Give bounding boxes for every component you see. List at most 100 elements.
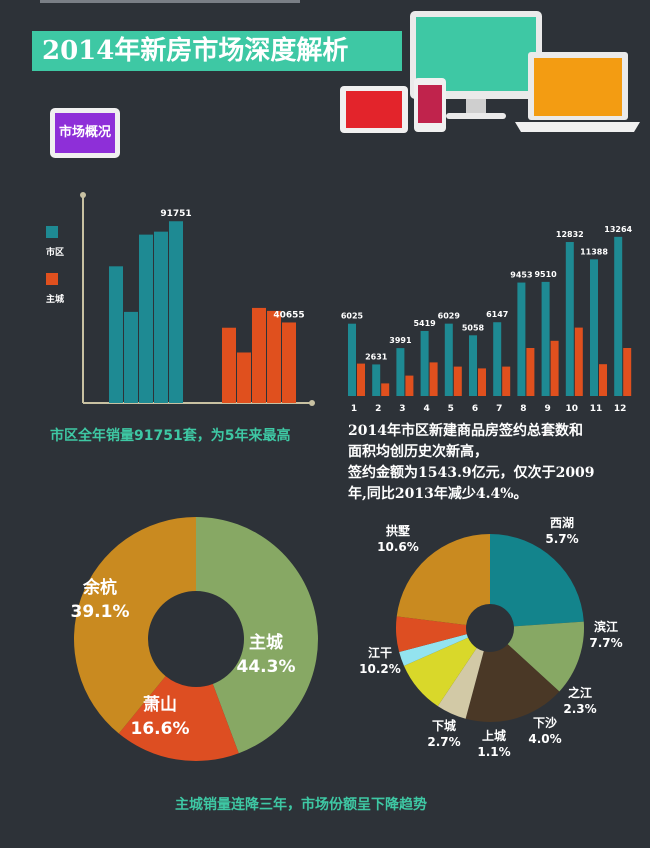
data-label: 12832 xyxy=(556,230,584,239)
monthly-bar-city xyxy=(420,330,429,396)
slice-label: 下沙 xyxy=(533,716,557,730)
monthly-bar-city xyxy=(372,364,381,396)
annual-bar xyxy=(109,266,123,403)
top-divider xyxy=(40,0,300,3)
monthly-bar-city xyxy=(444,323,453,396)
tick-label: 1 xyxy=(351,404,357,414)
slice-label: 下城 xyxy=(432,718,456,733)
annual-bar xyxy=(154,231,168,403)
caption-share: 主城销量连降三年，市场份额呈下降趋势 xyxy=(175,797,427,813)
annual-bar xyxy=(139,234,153,403)
monthly-bar-main xyxy=(502,366,511,396)
data-label: 40655 xyxy=(273,310,304,320)
annual-bar xyxy=(222,327,236,403)
tick-label: 4 xyxy=(423,404,429,414)
slice-label: 主城 xyxy=(249,632,283,653)
data-label: 6029 xyxy=(438,312,461,321)
monthly-bar-city xyxy=(493,322,502,396)
pie-slice xyxy=(437,647,484,719)
slice-label: 西湖 xyxy=(550,515,574,530)
slice-value: 10.2% xyxy=(359,662,401,676)
monthly-bar-city xyxy=(565,242,574,396)
tick-label: 8 xyxy=(520,404,526,414)
data-label: 2631 xyxy=(365,352,388,361)
tick-label: 2 xyxy=(375,404,381,414)
pie-slice xyxy=(396,616,467,653)
data-label: 3991 xyxy=(389,336,412,345)
monthly-bar-main xyxy=(405,375,414,396)
annual-bar xyxy=(282,322,296,403)
monthly-bar-city xyxy=(348,323,356,396)
monthly-bar-main xyxy=(381,383,390,396)
slice-value: 2.7% xyxy=(427,735,460,749)
pie-slice xyxy=(399,634,469,666)
caption-line: 2014年市区新建商品房签约总套数和 xyxy=(348,423,583,439)
pie-slice xyxy=(196,517,318,754)
tick-label: 12 xyxy=(614,404,627,414)
tick-label: 9 xyxy=(544,404,550,414)
legend-swatch-city xyxy=(46,226,58,238)
slice-value: 4.0% xyxy=(528,732,561,746)
data-label: 6025 xyxy=(341,312,364,321)
monthly-bar-main xyxy=(550,340,559,396)
monthly-bar-city xyxy=(396,348,405,396)
slice-value: 1.1% xyxy=(477,745,510,759)
data-label: 91751 xyxy=(160,209,191,219)
market-overview-badge: 市场概况 xyxy=(50,108,120,158)
slice-label: 余杭 xyxy=(82,577,117,598)
slice-value: 7.7% xyxy=(589,636,622,650)
data-label: 9453 xyxy=(510,271,532,280)
caption-monthly: 2014年市区新建商品房签约总套数和 面积均创历史次新高， 签约金额为1543.… xyxy=(348,421,648,505)
slice-label: 之江 xyxy=(568,685,592,700)
data-label: 9510 xyxy=(534,270,557,279)
pie-slice xyxy=(403,637,477,707)
tick-label: 10 xyxy=(566,404,579,414)
tick-label: 6 xyxy=(472,404,478,414)
badge-label: 市场概况 xyxy=(55,113,115,153)
annual-bar xyxy=(267,310,281,403)
tick-label: 3 xyxy=(399,404,405,414)
annual-bar xyxy=(124,311,138,403)
data-label: 5419 xyxy=(413,319,436,328)
monthly-bar-city xyxy=(517,282,526,396)
annual-bar xyxy=(237,352,251,403)
pie-slice xyxy=(118,676,239,761)
pie-slice xyxy=(74,517,196,734)
data-label: 6147 xyxy=(486,310,508,319)
data-label: 11388 xyxy=(580,247,608,256)
slice-value: 16.6% xyxy=(131,719,190,739)
slice-label: 上城 xyxy=(482,728,506,743)
pie-slice xyxy=(490,534,584,627)
annual-bar xyxy=(169,221,183,403)
monthly-bar-city xyxy=(469,335,477,396)
slice-value: 44.3% xyxy=(237,657,296,677)
annual-bar xyxy=(252,307,266,403)
slice-label: 江干 xyxy=(368,645,392,660)
axis-end-dot xyxy=(80,192,86,198)
monthly-bar-main xyxy=(623,348,632,396)
monthly-bar-main xyxy=(357,363,365,396)
monthly-bar-main xyxy=(429,362,438,396)
caption-annual: 市区全年销量91751套，为5年来最高 xyxy=(50,428,291,444)
pie-slice xyxy=(396,534,490,626)
tick-label: 7 xyxy=(496,404,502,414)
slice-value: 10.6% xyxy=(377,540,419,554)
slice-label: 滨江 xyxy=(594,619,618,634)
tick-label: 5 xyxy=(448,404,454,414)
data-label: 5058 xyxy=(462,323,485,332)
caption-line: 年,同比2013年减少4.4%。 xyxy=(348,486,528,502)
slice-value: 39.1% xyxy=(71,602,130,622)
legend-label-city: 市区 xyxy=(46,248,65,258)
slice-value: 2.3% xyxy=(563,702,596,716)
caption-line: 签约金额为1543.9亿元，仅次于2009 xyxy=(348,465,595,481)
monthly-bar-main xyxy=(599,364,607,396)
page-title: 2014年新房市场深度解析 xyxy=(32,31,402,71)
slice-label: 拱墅 xyxy=(386,523,410,538)
pie-slice xyxy=(465,644,560,722)
slice-label: 萧山 xyxy=(143,695,177,715)
monthly-bar-main xyxy=(453,366,462,396)
monthly-bar-city xyxy=(590,259,598,396)
monthly-bar-main xyxy=(478,368,486,396)
legend-label-main: 主城 xyxy=(46,295,65,305)
